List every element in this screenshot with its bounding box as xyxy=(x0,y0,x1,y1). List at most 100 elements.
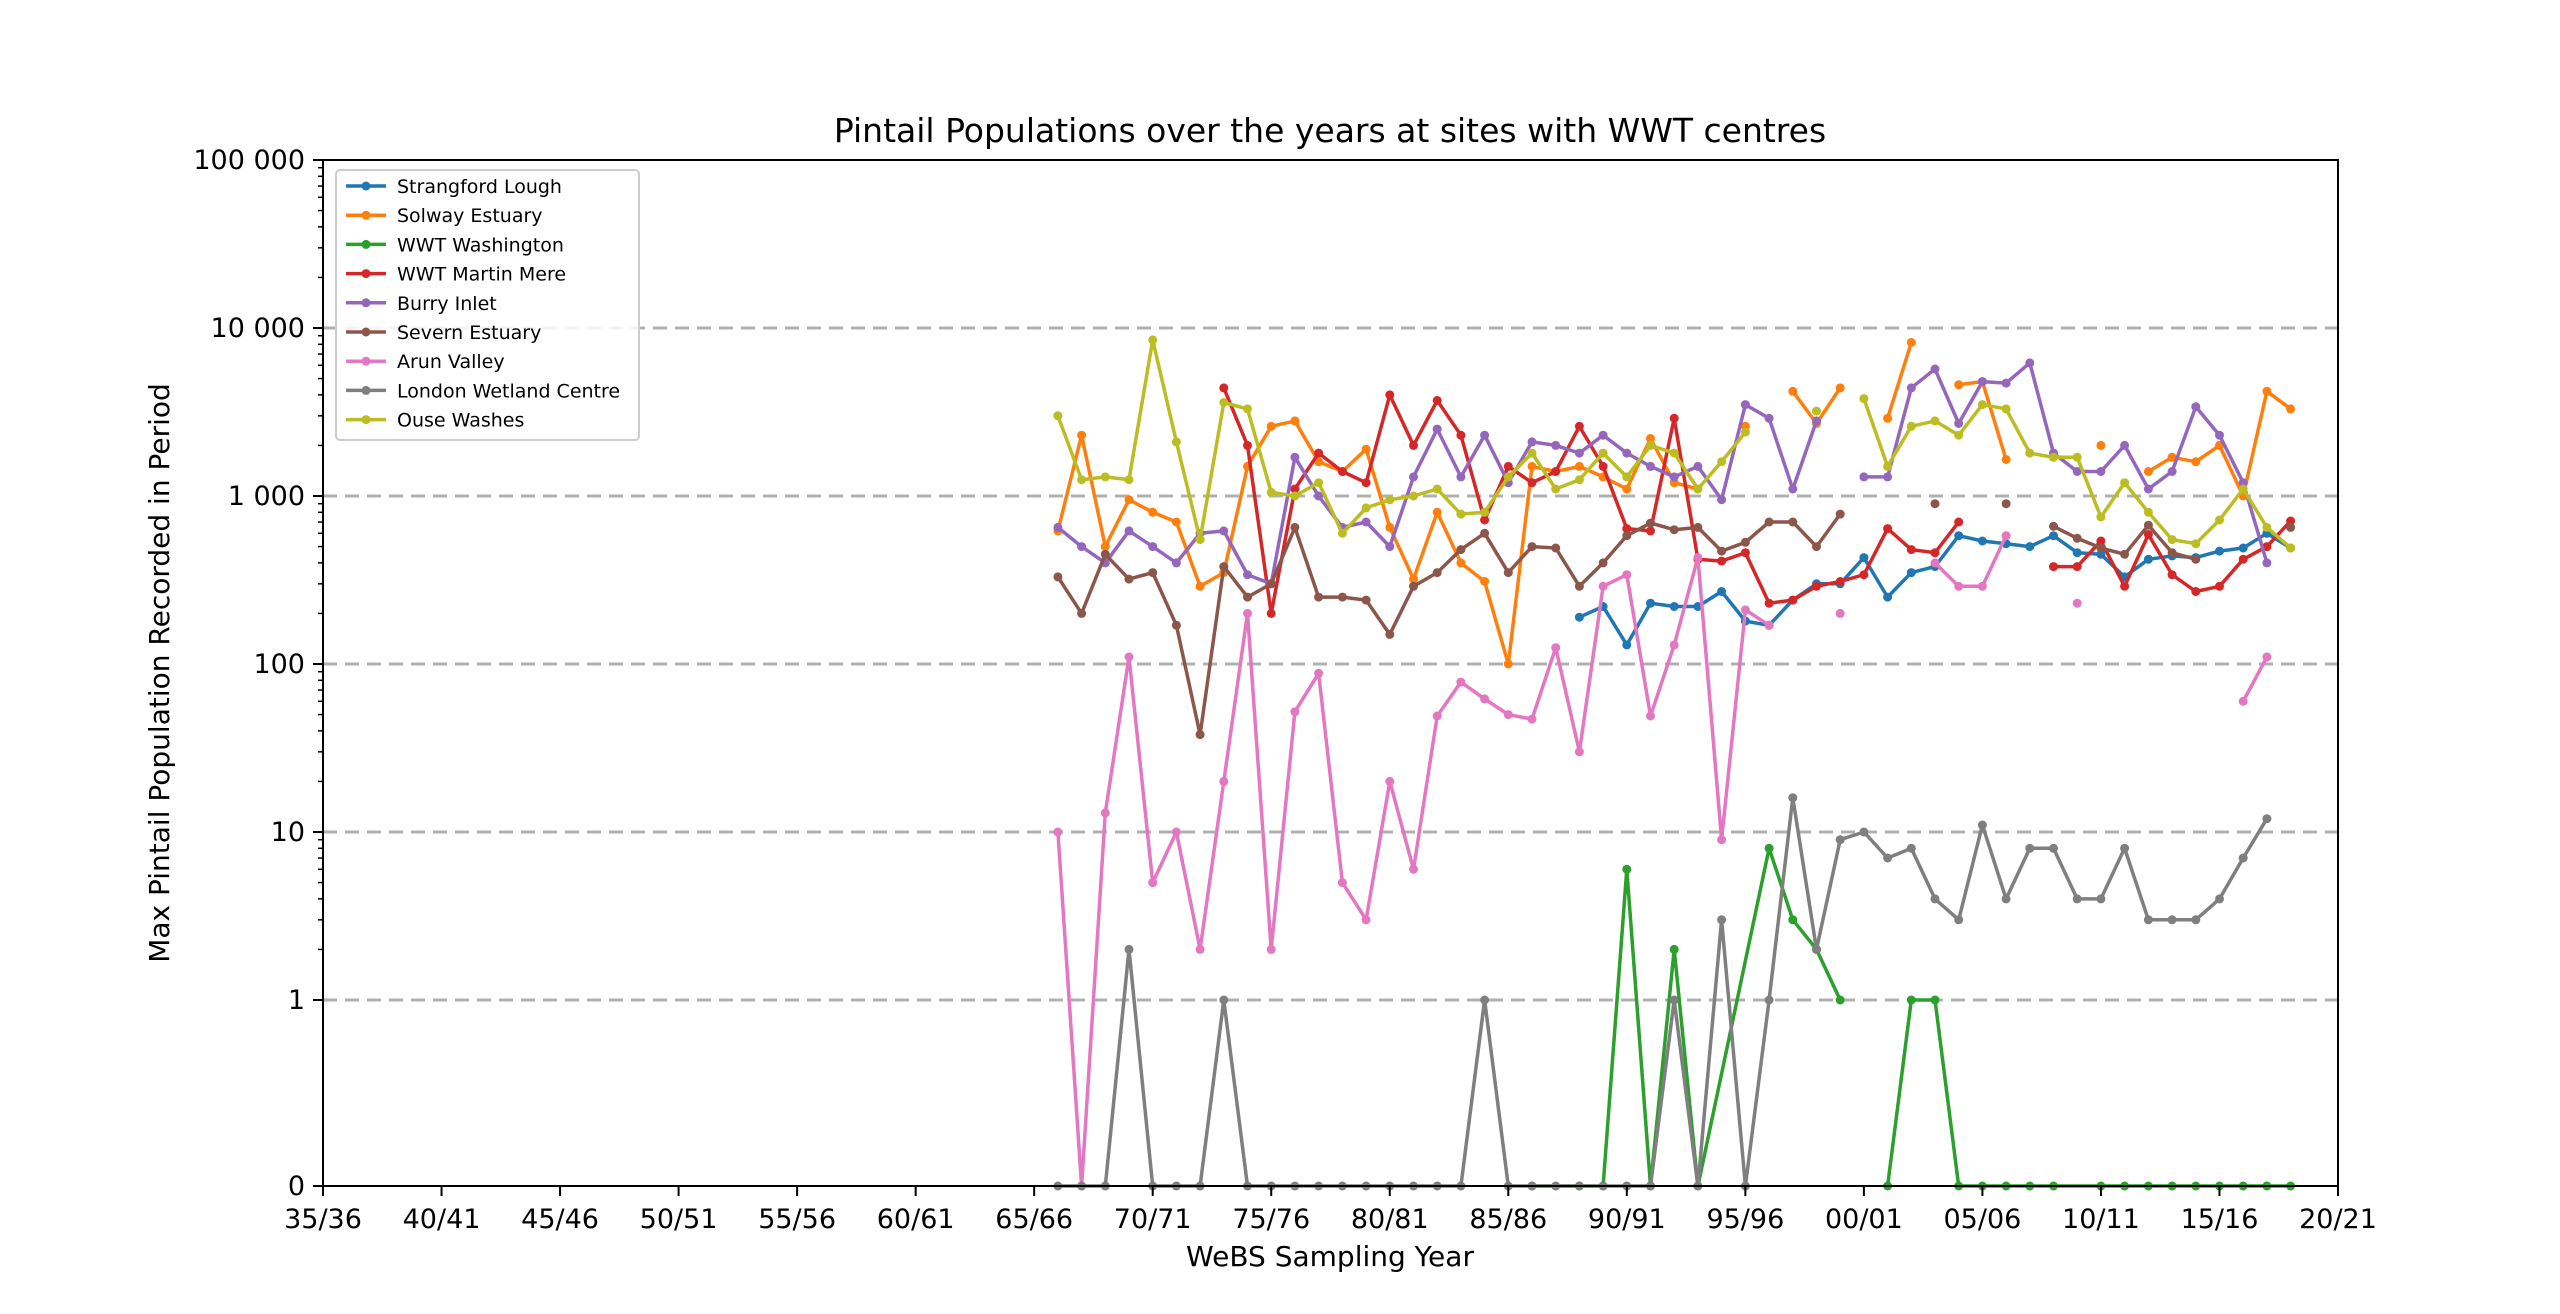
data-point xyxy=(1219,526,1229,536)
data-point xyxy=(1314,592,1324,602)
series-arun-valley xyxy=(1053,531,2272,1191)
data-point xyxy=(2072,548,2082,558)
data-point xyxy=(1100,808,1110,818)
data-point xyxy=(2120,478,2130,488)
legend-entry-label: Burry Inlet xyxy=(397,293,497,315)
data-point xyxy=(1527,461,1537,471)
legend-swatch-marker xyxy=(361,415,371,425)
axes: 35/36 40/41 45/46 50/51 55/56 60/61 65/66 70/71… xyxy=(193,145,2377,1235)
data-point xyxy=(1646,434,1655,443)
y-axis-label: Max Pintail Population Recorded in Perio… xyxy=(143,383,176,963)
data-point xyxy=(2096,536,2106,546)
series-ouse-washes xyxy=(1053,335,2296,553)
data-point xyxy=(1337,467,1347,476)
x-tick-label: 45/46 xyxy=(521,1204,599,1235)
data-point xyxy=(2096,440,2106,450)
data-point xyxy=(1977,581,1987,591)
data-point xyxy=(1764,995,1774,1005)
data-point xyxy=(2286,543,2296,553)
data-point xyxy=(1598,581,1608,591)
data-point xyxy=(1385,495,1395,505)
data-point xyxy=(1337,878,1347,888)
legend-swatch-marker xyxy=(361,269,371,279)
x-tick-label: 85/86 xyxy=(1469,1204,1547,1235)
data-point xyxy=(1551,484,1561,494)
legend-swatch-marker xyxy=(361,181,371,191)
data-point xyxy=(1551,440,1561,450)
y-tick-label: 1 000 xyxy=(228,481,305,512)
data-point xyxy=(1361,478,1371,488)
data-point xyxy=(1243,404,1252,414)
data-point xyxy=(2143,530,2153,539)
data-point xyxy=(1432,568,1442,578)
data-point xyxy=(1788,793,1798,803)
data-point xyxy=(1835,835,1845,845)
legend-swatch-marker xyxy=(361,385,371,395)
data-point xyxy=(1361,595,1371,605)
data-point xyxy=(2167,570,2177,580)
data-point xyxy=(2238,554,2248,564)
data-point xyxy=(1456,677,1466,687)
data-point xyxy=(1740,427,1750,437)
legend-entry-label: Strangford Lough xyxy=(397,176,562,198)
data-point xyxy=(1290,484,1300,494)
chart-title: Pintail Populations over the years at si… xyxy=(834,111,1826,150)
y-tick-label: 0 xyxy=(288,1171,305,1202)
data-point xyxy=(2001,531,2011,541)
data-point xyxy=(1219,995,1229,1005)
data-point xyxy=(2215,546,2224,556)
data-point xyxy=(2262,652,2272,662)
data-point xyxy=(1361,517,1371,527)
data-point xyxy=(1409,574,1418,584)
data-point xyxy=(1409,581,1418,591)
data-point xyxy=(1930,894,1940,904)
data-point xyxy=(2238,853,2248,863)
data-point xyxy=(1764,843,1774,853)
data-point xyxy=(1100,472,1110,482)
data-point xyxy=(1124,944,1134,954)
data-point xyxy=(1551,543,1561,553)
x-tick-label: 10/11 xyxy=(2062,1204,2140,1235)
y-tick-label: 10 xyxy=(271,817,305,848)
data-point xyxy=(1788,484,1798,494)
data-point xyxy=(1717,457,1727,467)
data-point xyxy=(1717,495,1727,505)
data-point xyxy=(1290,707,1300,717)
data-point xyxy=(1740,400,1750,410)
data-point xyxy=(1693,484,1703,494)
data-point xyxy=(1906,843,1916,853)
data-point xyxy=(2191,402,2201,412)
y-tick-label: 100 000 xyxy=(193,145,305,176)
data-point xyxy=(1574,747,1584,757)
data-point xyxy=(2072,467,2082,476)
data-point xyxy=(1977,820,1987,830)
data-point xyxy=(1219,776,1229,786)
data-point xyxy=(1906,338,1916,347)
data-point xyxy=(1527,714,1537,724)
data-point xyxy=(1077,608,1087,618)
legend: Strangford Lough Solway Estuary WWT Washin… xyxy=(335,169,640,441)
data-point xyxy=(1243,570,1252,580)
data-point xyxy=(1266,608,1276,618)
legend-swatch-marker xyxy=(361,327,371,337)
plot-area xyxy=(322,159,2339,1187)
data-point xyxy=(1883,853,1893,863)
data-point xyxy=(1574,475,1584,485)
data-point xyxy=(1337,592,1347,602)
series-line xyxy=(1863,361,2269,564)
data-point xyxy=(1883,592,1893,602)
data-point xyxy=(1456,509,1466,519)
legend-swatch-marker xyxy=(361,239,371,249)
data-point xyxy=(2143,554,2153,564)
data-point xyxy=(2072,562,2082,572)
data-point xyxy=(2025,843,2035,853)
data-point xyxy=(2001,499,2011,509)
data-point xyxy=(1480,577,1490,586)
data-point xyxy=(1622,484,1632,494)
x-axis-label: WeBS Sampling Year xyxy=(1186,1240,1474,1273)
data-point xyxy=(1646,461,1655,471)
data-point xyxy=(1598,558,1608,568)
data-point xyxy=(1124,475,1134,485)
data-point xyxy=(1859,472,1869,482)
